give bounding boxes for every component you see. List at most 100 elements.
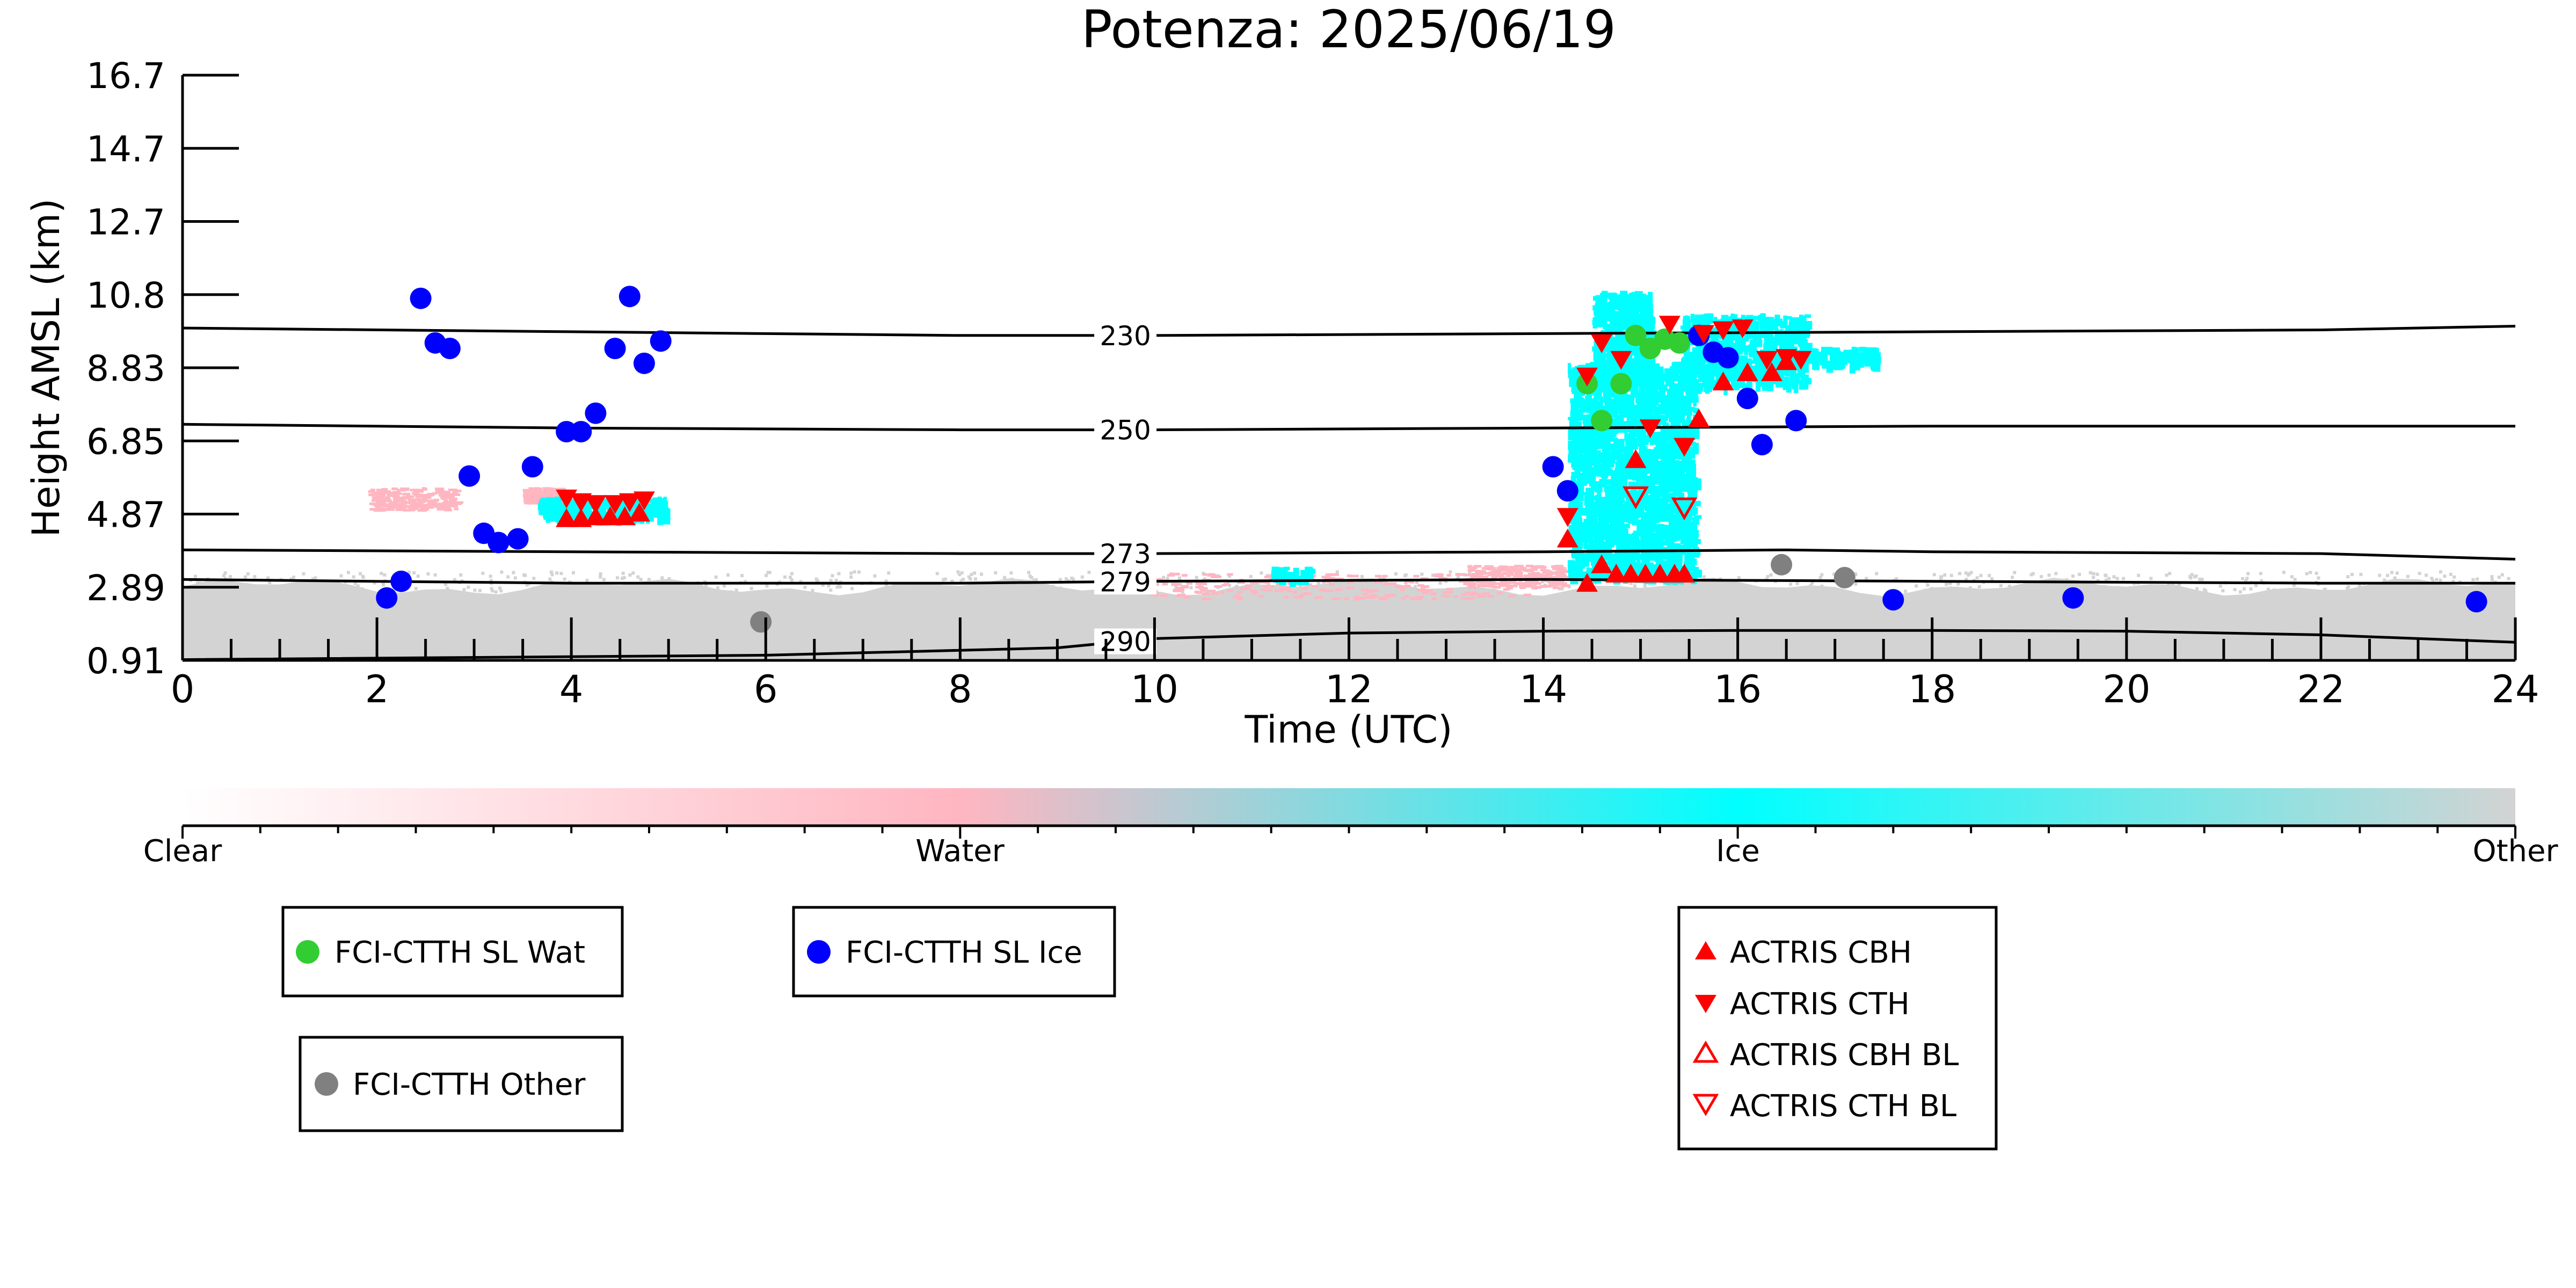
ice-patch [1709,382,1717,385]
other-speckle [664,587,667,591]
water-patch [1554,577,1561,580]
ice-patch [1659,507,1668,520]
other-speckle [765,573,768,577]
water-patch [1420,589,1427,592]
ice-patch [1685,404,1689,410]
ice-patch [1605,396,1612,402]
ice-patch [1629,293,1637,300]
ice-patch [1692,566,1699,572]
other-speckle [567,590,571,594]
other-speckle [829,579,833,583]
water-patch [1524,585,1534,588]
ice-patch [1611,510,1616,518]
other-speckle [353,581,357,585]
water-patch [1457,573,1467,576]
water-patch [406,505,415,508]
water-patch [1461,593,1467,596]
water-patch [1422,585,1430,588]
other-speckle [2395,571,2399,575]
other-speckle [2165,573,2169,577]
other-speckle [2323,588,2326,592]
other-speckle [266,576,270,580]
ice-patch [1669,533,1675,544]
water-patch [1531,579,1537,583]
water-patch [1519,566,1526,570]
ice-patch [1596,465,1602,471]
water-patch [402,492,411,496]
other-speckle [523,573,527,577]
ice-patch [1787,327,1796,332]
ice-patch [1592,403,1598,409]
ice-patch [1593,448,1597,458]
ice-patch [1585,506,1589,515]
water-patch [1500,581,1507,584]
water-patch [1475,593,1481,596]
ice-patch [1664,551,1669,560]
other-speckle [214,581,218,585]
water-patch [1187,582,1192,585]
ice-patch [1648,460,1654,472]
water-patch [380,504,388,507]
ice-patch [1704,313,1711,319]
other-speckle [2347,585,2350,588]
ice-patch [1591,437,1598,450]
water-patch [448,504,458,507]
ice-patch [1784,316,1792,320]
ice-patch [1697,322,1703,326]
other-speckle [811,588,814,592]
ice-patch [1650,438,1654,446]
water-patch [1482,592,1490,595]
other-speckle [2100,590,2104,593]
water-patch [1519,586,1526,589]
water-patch [1514,565,1520,568]
other-speckle [850,587,854,591]
water-patch [443,508,452,512]
other-speckle [1820,585,1824,588]
ice-patch [1617,344,1622,351]
other-speckle [228,575,232,579]
ice-patch [1713,333,1719,346]
other-speckle [2122,577,2126,580]
other-speckle [1013,584,1016,587]
other-speckle [274,587,278,591]
other-speckle [1968,586,1972,590]
ice-patch [1606,434,1611,446]
other-speckle [2359,572,2363,576]
ice-patch [1730,377,1736,388]
ice-patch [1610,563,1615,570]
other-speckle [1533,584,1537,587]
ice-patch [1667,389,1673,402]
ice-patch [1774,334,1781,341]
ice-patch [1585,487,1592,500]
water-patch [1214,585,1222,588]
ice-patch [1584,545,1592,550]
ice-patch [663,497,667,504]
other-speckle [292,576,295,579]
water-patch [1531,572,1540,575]
water-patch [1430,592,1437,595]
water-patch [418,494,427,497]
chart-title: Potenza: 2025/06/19 [1081,0,1616,60]
water-patch [378,491,386,494]
other-speckle [834,578,838,582]
water-patch [534,498,541,501]
water-patch [1493,586,1501,589]
ice-patch [1628,432,1635,444]
ice-patch [1571,569,1576,581]
ice-patch [1683,505,1690,515]
other-speckle [2382,590,2386,593]
water-patch [408,498,417,501]
other-speckle [314,582,317,586]
other-speckle [1457,574,1460,578]
ice-patch [1637,369,1641,381]
ice-patch [1687,565,1695,571]
other-speckle [247,587,250,591]
ice-patch [1682,377,1687,390]
ice-patch [1643,309,1650,316]
ice-patch [1764,318,1772,325]
ice-patch [1683,561,1688,566]
ice-patch [1785,367,1789,376]
ice-patch [1799,380,1803,390]
water-patch [1496,566,1505,570]
